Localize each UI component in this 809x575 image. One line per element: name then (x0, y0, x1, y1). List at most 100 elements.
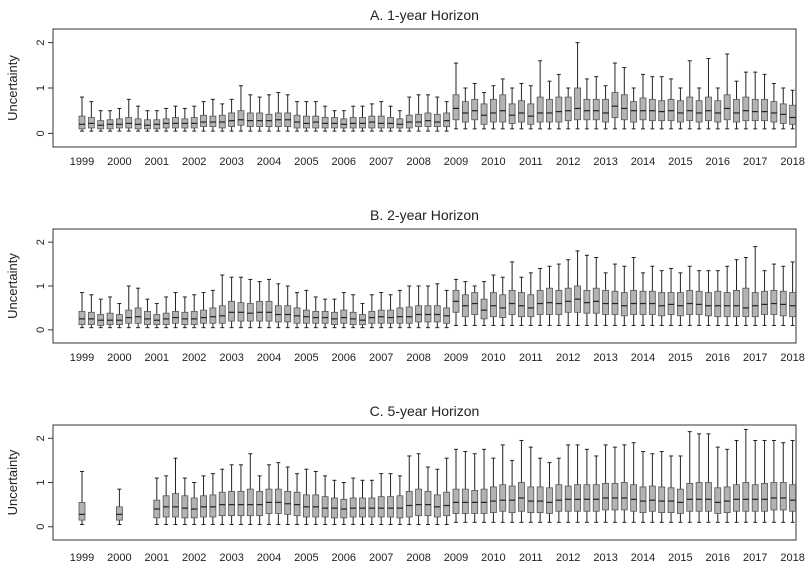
panel-1: A. 1-year Horizon Uncertainty 0 1 2 1999 2000 2… (5, 7, 805, 168)
box-iqr (648, 98, 656, 122)
box-plot (602, 272, 609, 326)
y-tick-label: 2 (35, 239, 47, 245)
box-iqr (742, 482, 750, 512)
box-plot (331, 110, 338, 132)
box-iqr (658, 292, 666, 317)
panel-3: C. 5-year Horizon Uncertainty 0 1 2 1999 2000 2… (5, 403, 805, 564)
box-iqr (761, 98, 768, 122)
box-plot (555, 73, 563, 130)
box-plot (779, 265, 787, 326)
box-iqr (751, 292, 759, 318)
box-iqr (116, 118, 123, 129)
box-plot (349, 294, 357, 329)
box-plot (536, 267, 544, 326)
box-plot (396, 475, 404, 526)
box-plot (405, 455, 413, 526)
box-iqr (667, 98, 675, 122)
box-plot (789, 439, 796, 523)
x-tick-label: 2006 (332, 552, 356, 564)
x-tick-label: 2014 (631, 156, 655, 168)
box-plot (658, 76, 666, 130)
box-plot (246, 453, 254, 526)
x-tick-label: 2000 (107, 552, 131, 564)
x-tick-label: 2000 (107, 156, 131, 168)
box-plot (789, 261, 796, 326)
box-plot (228, 276, 236, 329)
box-iqr (733, 484, 740, 512)
box-plot (312, 470, 320, 526)
box-plot (489, 457, 497, 523)
box-iqr (667, 292, 675, 315)
box-plot (527, 85, 535, 130)
box-iqr (536, 96, 544, 123)
box-iqr (377, 496, 385, 518)
box-plot (144, 110, 151, 132)
box-iqr (433, 305, 441, 323)
x-tick-label: 2008 (406, 156, 430, 168)
box-iqr (508, 103, 516, 124)
box-plot (751, 246, 759, 326)
box-iqr (246, 112, 254, 127)
x-tick-label: 2008 (406, 552, 430, 564)
box-iqr (153, 314, 161, 325)
box-plot (779, 87, 787, 130)
box-iqr (387, 117, 394, 129)
box-plot (218, 274, 226, 329)
box-iqr (546, 487, 553, 514)
box-plot (742, 257, 750, 326)
x-tick-label: 2018 (780, 156, 804, 168)
box-plot (256, 475, 264, 526)
x-tick-label: 2017 (743, 552, 767, 564)
box-plot (620, 265, 628, 326)
x-tick-label: 2007 (369, 552, 393, 564)
panel-title: C. 5-year Horizon (370, 403, 480, 419)
box-plot (489, 274, 497, 326)
y-tick-label: 1 (35, 85, 47, 91)
x-tick-label: 2006 (332, 352, 356, 364)
x-tick-label: 2015 (668, 352, 692, 364)
box-plot (256, 96, 264, 132)
box-iqr (396, 495, 404, 519)
box-iqr (770, 482, 778, 511)
box-plot (695, 87, 703, 130)
box-plot (228, 464, 236, 526)
box-plot (611, 62, 619, 130)
box-plot (78, 96, 86, 132)
box-plot (415, 453, 423, 526)
box-iqr (667, 487, 675, 513)
box-plot (714, 446, 722, 523)
box-iqr (106, 312, 114, 325)
box-plot (87, 101, 95, 132)
box-iqr (144, 119, 151, 130)
box-plot (172, 457, 179, 526)
box-iqr (359, 117, 366, 129)
x-tick-label: 1999 (70, 156, 94, 168)
box-iqr (714, 290, 722, 318)
box-plot (508, 87, 516, 130)
box-plot (677, 272, 684, 326)
box-iqr (228, 300, 236, 322)
box-plot (321, 105, 329, 132)
box-iqr (611, 482, 619, 511)
box-plot (583, 254, 591, 326)
box-iqr (508, 485, 516, 513)
box-plot (518, 276, 525, 326)
box-plot (424, 466, 432, 526)
box-iqr (181, 495, 189, 519)
box-plot (265, 464, 273, 526)
plot-frame (52, 424, 797, 541)
box-plot (116, 107, 123, 132)
box-plot (471, 453, 479, 523)
box-plot (153, 303, 161, 329)
box-iqr (630, 289, 638, 315)
box-plot (293, 292, 301, 329)
box-plot (536, 60, 544, 130)
box-iqr (695, 100, 703, 123)
x-tick-label: 2014 (631, 552, 655, 564)
box-plot (237, 85, 245, 132)
box-iqr (190, 117, 198, 129)
box-plot (116, 303, 123, 329)
box-iqr (770, 289, 778, 315)
y-tick-label: 1 (35, 479, 47, 485)
y-axis-label: Uncertainty (5, 253, 20, 319)
